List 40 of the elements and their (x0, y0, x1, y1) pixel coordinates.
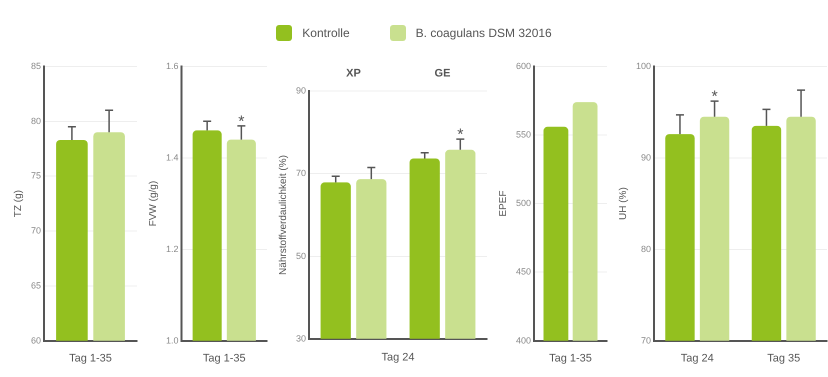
y-tick-label: 50 (296, 250, 306, 261)
y-tick-label: 70 (296, 168, 306, 178)
y-axis-title: UH (%) (618, 187, 629, 220)
y-tick-label: 30 (296, 333, 306, 344)
y-tick-label: 70 (30, 226, 42, 236)
y-axis-title: TZ (g) (12, 190, 24, 218)
x-tick-label: XP (346, 68, 361, 80)
y-tick-label: 1.6 (166, 60, 179, 71)
annotation: * (238, 113, 244, 130)
y-tick-label: 600 (516, 60, 532, 71)
y-axis-title: Nährstoffverdaulichkeit (%) (278, 155, 289, 275)
y-tick-label: 60 (30, 335, 42, 346)
y-tick-label: 1.4 (166, 152, 179, 162)
y-tick-label: 85 (30, 60, 42, 71)
x-tick-label: Tag 35 (767, 352, 800, 364)
y-tick-label: 80 (641, 244, 652, 254)
y-tick-label: 75 (30, 170, 42, 181)
annotation: * (711, 88, 718, 106)
x-tick-label: Tag 1-35 (202, 352, 246, 364)
y-tick-label: 1.2 (166, 244, 179, 254)
y-tick-label: 65 (30, 280, 42, 290)
x-tick-label: Tag 1-35 (549, 352, 592, 364)
annotation: * (457, 126, 464, 144)
y-tick-label: 70 (641, 335, 652, 346)
x-tick-label: GE (434, 68, 450, 80)
y-axis-title: FVW (g/g) (148, 180, 159, 226)
y-tick-label: 450 (516, 266, 532, 277)
x-tick-label: Tag 24 (680, 352, 714, 364)
y-tick-label: 90 (641, 152, 652, 162)
x-tick-label: Tag 1-35 (69, 352, 112, 364)
y-tick-label: 400 (516, 335, 532, 346)
y-tick-label: 100 (636, 60, 652, 71)
legend-label: Kontrolle (302, 26, 350, 40)
y-tick-label: 500 (516, 198, 532, 208)
y-tick-label: 80 (30, 116, 42, 126)
y-tick-label: 550 (516, 129, 532, 140)
y-tick-label: 1.0 (166, 335, 179, 346)
legend-label: B. coagulans DSM 32016 (416, 26, 552, 40)
y-axis-title: EPEF (498, 190, 509, 217)
y-tick-label: 90 (296, 86, 306, 96)
